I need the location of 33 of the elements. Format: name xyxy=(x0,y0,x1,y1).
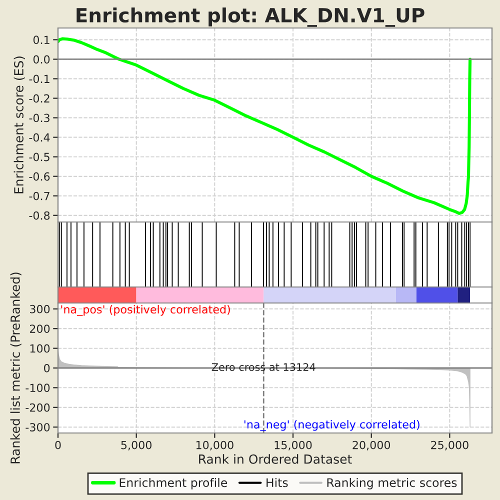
y-axis-title: Ranked list metric (PreRanked) xyxy=(10,272,22,464)
annotation: 'na_pos' (positively correlated) xyxy=(61,304,230,316)
y-tick-label: 0.1 xyxy=(33,36,50,44)
x-tick-label: 10,000 xyxy=(196,440,234,450)
y-tick-label: 300 xyxy=(30,304,50,314)
y-tick-label: -200 xyxy=(26,403,50,412)
x-tick-label: 0 xyxy=(55,440,61,450)
y-tick-label: -0.3 xyxy=(29,114,50,122)
legend-label: Enrichment profile xyxy=(120,478,228,490)
y-tick-label: -0.1 xyxy=(29,74,50,84)
y-tick-label: 0.0 xyxy=(33,55,50,64)
legend-label: Hits xyxy=(266,478,288,488)
y-tick-label: -0.7 xyxy=(29,192,50,200)
x-tick-label: 20,000 xyxy=(352,440,390,450)
y-tick-label: 200 xyxy=(30,324,50,333)
x-tick-label: 5,000 xyxy=(121,440,152,450)
ref-line-label: Zero cross at 13124 xyxy=(212,363,316,372)
y-tick-label: -100 xyxy=(26,384,50,392)
x-axis-title: Rank in Ordered Dataset xyxy=(199,454,352,464)
y-tick-label: 100 xyxy=(30,344,50,353)
y-tick-label: -0.5 xyxy=(29,152,50,162)
y-tick-label: -0.2 xyxy=(29,94,50,103)
y-tick-label: -0.6 xyxy=(29,172,50,181)
chart-title: Enrichment plot: ALK_DN.V1_UP xyxy=(76,8,424,27)
y-axis-title: Enrichment score (ES) xyxy=(14,56,25,194)
y-tick-label: -300 xyxy=(26,423,50,432)
x-tick-label: 25,000 xyxy=(431,440,468,450)
y-tick-label: -0.8 xyxy=(29,211,50,220)
legend-label: Ranking metric scores xyxy=(327,478,457,490)
x-tick-label: 15,000 xyxy=(274,440,312,450)
y-tick-label: -0.4 xyxy=(29,133,50,142)
y-tick-label: 0 xyxy=(44,364,50,372)
annotation: 'na_neg' (negatively correlated) xyxy=(244,420,420,432)
